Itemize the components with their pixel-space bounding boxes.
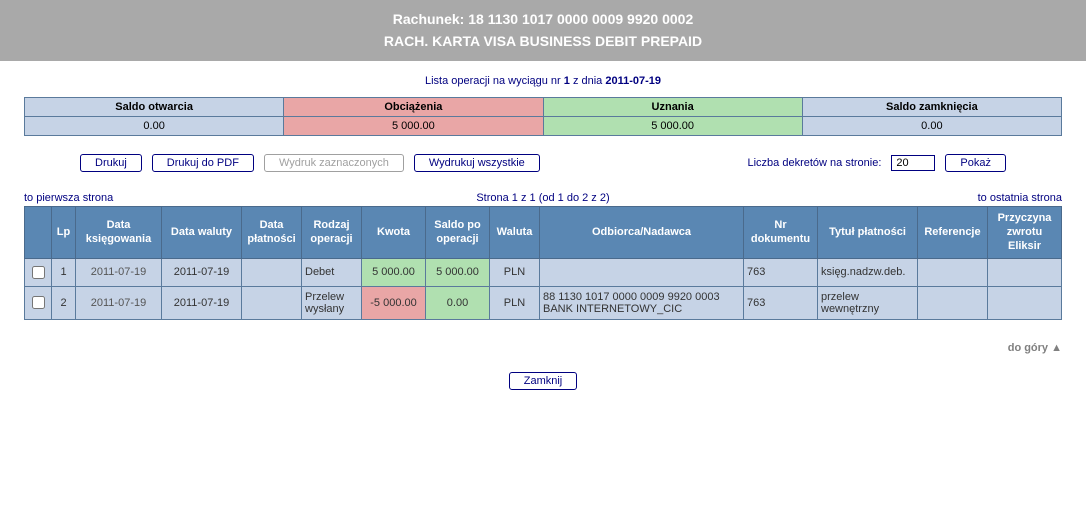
print-button[interactable]: Drukuj — [80, 154, 142, 172]
row-value-date: 2011-07-19 — [162, 286, 242, 319]
row-party: 88 1130 1017 0000 0009 9920 0003 BANK IN… — [540, 286, 744, 319]
summary-debit-value: 5 000.00 — [284, 116, 543, 135]
col-title: Tytuł płatności — [818, 206, 918, 258]
print-pdf-button[interactable]: Drukuj do PDF — [152, 154, 254, 172]
print-selected-button: Wydruk zaznaczonych — [264, 154, 404, 172]
col-pay-date: Data płatności — [242, 206, 302, 258]
row-amount: 5 000.00 — [362, 258, 426, 286]
col-docno: Nr dokumentu — [744, 206, 818, 258]
col-currency: Waluta — [490, 206, 540, 258]
summary-open-header: Saldo otwarcia — [25, 97, 284, 116]
col-balance: Saldo po operacji — [426, 206, 490, 258]
summary-credit-header: Uznania — [543, 97, 802, 116]
row-op-type: Przelew wysłany — [302, 286, 362, 319]
first-page-label: to pierwsza strona — [24, 192, 370, 204]
row-title: przelew wewnętrzny — [818, 286, 918, 319]
col-book-date: Data księgowania — [76, 206, 162, 258]
row-balance: 0.00 — [426, 286, 490, 319]
row-amount: -5 000.00 — [362, 286, 426, 319]
row-lp: 1 — [52, 258, 76, 286]
operations-table: Lp Data księgowania Data waluty Data pła… — [24, 206, 1062, 320]
back-to-top-link[interactable]: do góry ▲ — [24, 342, 1062, 354]
row-pay-date — [242, 258, 302, 286]
row-pay-date — [242, 286, 302, 319]
row-reason — [988, 258, 1062, 286]
row-ref — [918, 258, 988, 286]
row-check[interactable] — [25, 258, 52, 286]
col-lp: Lp — [52, 206, 76, 258]
last-page-label: to ostatnia strona — [716, 192, 1062, 204]
close-button[interactable]: Zamknij — [509, 372, 578, 390]
col-ref: Referencje — [918, 206, 988, 258]
row-op-type: Debet — [302, 258, 362, 286]
summary-close-value: 0.00 — [802, 116, 1061, 135]
row-ref — [918, 286, 988, 319]
statement-subtitle: Lista operacji na wyciągu nr 1 z dnia 20… — [0, 61, 1086, 97]
col-reason: Przyczyna zwrotu Eliksir — [988, 206, 1062, 258]
row-value-date: 2011-07-19 — [162, 258, 242, 286]
pagination-row: to pierwsza strona Strona 1 z 1 (od 1 do… — [24, 192, 1062, 204]
col-op-type: Rodzaj operacji — [302, 206, 362, 258]
print-all-button[interactable]: Wydrukuj wszystkie — [414, 154, 540, 172]
summary-credit-value: 5 000.00 — [543, 116, 802, 135]
row-checkbox[interactable] — [32, 266, 45, 279]
account-number: Rachunek: 18 1130 1017 0000 0009 9920 00… — [0, 8, 1086, 30]
page-indicator: Strona 1 z 1 (od 1 do 2 z 2) — [370, 192, 716, 204]
table-row: 22011-07-192011-07-19Przelew wysłany-5 0… — [25, 286, 1062, 319]
row-checkbox[interactable] — [32, 296, 45, 309]
col-value-date: Data waluty — [162, 206, 242, 258]
col-check — [25, 206, 52, 258]
row-title: księg.nadzw.deb. — [818, 258, 918, 286]
col-amount: Kwota — [362, 206, 426, 258]
row-currency: PLN — [490, 286, 540, 319]
summary-debit-header: Obciążenia — [284, 97, 543, 116]
row-balance: 5 000.00 — [426, 258, 490, 286]
row-check[interactable] — [25, 286, 52, 319]
show-button[interactable]: Pokaż — [945, 154, 1006, 172]
row-docno: 763 — [744, 286, 818, 319]
account-header: Rachunek: 18 1130 1017 0000 0009 9920 00… — [0, 0, 1086, 61]
per-page-input[interactable] — [891, 155, 935, 171]
table-row: 12011-07-192011-07-19Debet5 000.005 000.… — [25, 258, 1062, 286]
row-docno: 763 — [744, 258, 818, 286]
row-book-date: 2011-07-19 — [76, 258, 162, 286]
summary-open-value: 0.00 — [25, 116, 284, 135]
row-currency: PLN — [490, 258, 540, 286]
row-book-date: 2011-07-19 — [76, 286, 162, 319]
account-name: RACH. KARTA VISA BUSINESS DEBIT PREPAID — [0, 30, 1086, 52]
summary-table: Saldo otwarcia Obciążenia Uznania Saldo … — [24, 97, 1062, 136]
row-party — [540, 258, 744, 286]
toolbar: Drukuj Drukuj do PDF Wydruk zaznaczonych… — [24, 154, 1062, 172]
row-reason — [988, 286, 1062, 319]
summary-close-header: Saldo zamknięcia — [802, 97, 1061, 116]
row-lp: 2 — [52, 286, 76, 319]
col-party: Odbiorca/Nadawca — [540, 206, 744, 258]
per-page-label: Liczba dekretów na stronie: — [748, 157, 882, 169]
